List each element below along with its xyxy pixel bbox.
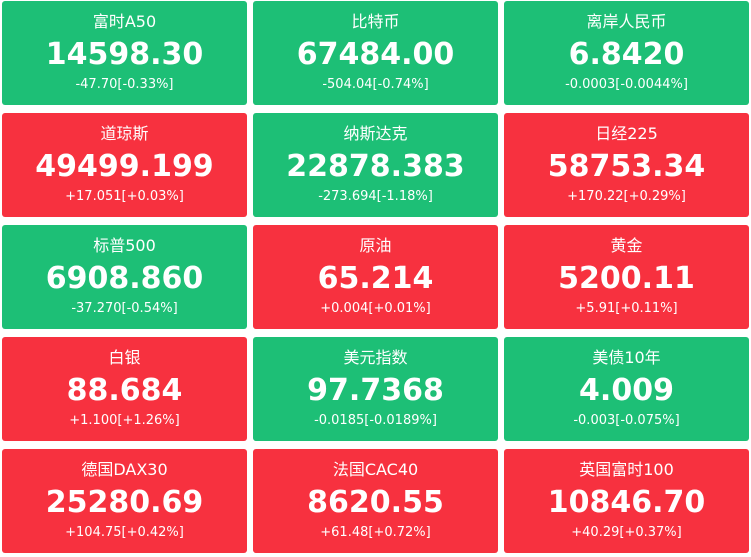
quote-name: 德国DAX30 bbox=[81, 460, 168, 479]
quote-tile[interactable]: 黄金 5200.11 +5.91[+0.11%] bbox=[504, 225, 749, 329]
quote-change: +5.91[+0.11%] bbox=[575, 301, 678, 316]
quote-price: 65.214 bbox=[317, 261, 434, 296]
quote-tile[interactable]: 德国DAX30 25280.69 +104.75[+0.42%] bbox=[2, 449, 247, 553]
quote-price: 97.7368 bbox=[307, 373, 444, 408]
quote-change: -37.270[-0.54%] bbox=[71, 301, 178, 316]
quote-change: -47.70[-0.33%] bbox=[75, 77, 174, 92]
quote-name: 白银 bbox=[108, 348, 141, 367]
quote-name: 美债10年 bbox=[592, 348, 661, 367]
quote-name: 离岸人民币 bbox=[586, 12, 667, 31]
quote-tile[interactable]: 英国富时100 10846.70 +40.29[+0.37%] bbox=[504, 449, 749, 553]
quote-name: 比特币 bbox=[351, 12, 400, 31]
quote-change: -0.0185[-0.0189%] bbox=[314, 413, 437, 428]
quote-price: 49499.199 bbox=[35, 149, 214, 184]
quote-price: 88.684 bbox=[66, 373, 183, 408]
quote-tile[interactable]: 日经225 58753.34 +170.22[+0.29%] bbox=[504, 113, 749, 217]
quote-price: 67484.00 bbox=[296, 37, 455, 72]
quote-tile[interactable]: 美元指数 97.7368 -0.0185[-0.0189%] bbox=[253, 337, 498, 441]
quote-name: 日经225 bbox=[595, 124, 658, 143]
quote-name: 美元指数 bbox=[343, 348, 408, 367]
quote-change: +104.75[+0.42%] bbox=[65, 525, 184, 540]
quote-tile[interactable]: 离岸人民币 6.8420 -0.0003[-0.0044%] bbox=[504, 1, 749, 105]
quote-change: +1.100[+1.26%] bbox=[69, 413, 180, 428]
quote-tile[interactable]: 原油 65.214 +0.004[+0.01%] bbox=[253, 225, 498, 329]
quote-tile[interactable]: 白银 88.684 +1.100[+1.26%] bbox=[2, 337, 247, 441]
quote-change: -273.694[-1.18%] bbox=[318, 189, 433, 204]
quote-price: 6908.860 bbox=[45, 261, 204, 296]
quote-name: 标普500 bbox=[93, 236, 156, 255]
quote-change: -0.003[-0.075%] bbox=[573, 413, 680, 428]
quote-tile[interactable]: 标普500 6908.860 -37.270[-0.54%] bbox=[2, 225, 247, 329]
quote-name: 富时A50 bbox=[92, 12, 157, 31]
quote-tile[interactable]: 富时A50 14598.30 -47.70[-0.33%] bbox=[2, 1, 247, 105]
quote-name: 英国富时100 bbox=[579, 460, 674, 479]
quote-tile[interactable]: 比特币 67484.00 -504.04[-0.74%] bbox=[253, 1, 498, 105]
quote-tile[interactable]: 法国CAC40 8620.55 +61.48[+0.72%] bbox=[253, 449, 498, 553]
quote-name: 黄金 bbox=[610, 236, 643, 255]
quote-change: +61.48[+0.72%] bbox=[320, 525, 431, 540]
quote-price: 5200.11 bbox=[558, 261, 695, 296]
quote-name: 道琼斯 bbox=[100, 124, 149, 143]
quote-change: +40.29[+0.37%] bbox=[571, 525, 682, 540]
quote-change: +170.22[+0.29%] bbox=[567, 189, 686, 204]
quote-price: 8620.55 bbox=[307, 485, 444, 520]
quote-price: 25280.69 bbox=[45, 485, 204, 520]
quote-price: 10846.70 bbox=[547, 485, 706, 520]
quote-price: 58753.34 bbox=[547, 149, 706, 184]
quote-name: 纳斯达克 bbox=[343, 124, 408, 143]
quote-tile[interactable]: 美债10年 4.009 -0.003[-0.075%] bbox=[504, 337, 749, 441]
quote-price: 6.8420 bbox=[568, 37, 685, 72]
quote-change: -504.04[-0.74%] bbox=[322, 77, 429, 92]
quote-tile[interactable]: 道琼斯 49499.199 +17.051[+0.03%] bbox=[2, 113, 247, 217]
quote-name: 法国CAC40 bbox=[332, 460, 419, 479]
quote-tile[interactable]: 纳斯达克 22878.383 -273.694[-1.18%] bbox=[253, 113, 498, 217]
quote-price: 4.009 bbox=[579, 373, 674, 408]
quote-name: 原油 bbox=[359, 236, 392, 255]
quote-change: -0.0003[-0.0044%] bbox=[565, 77, 688, 92]
quote-change: +0.004[+0.01%] bbox=[320, 301, 431, 316]
quote-price: 22878.383 bbox=[286, 149, 465, 184]
quote-price: 14598.30 bbox=[45, 37, 204, 72]
quote-change: +17.051[+0.03%] bbox=[65, 189, 184, 204]
